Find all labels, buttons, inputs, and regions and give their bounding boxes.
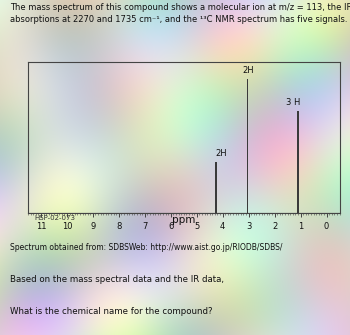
Text: What is the chemical name for the compound?: What is the chemical name for the compou… <box>10 307 213 316</box>
Text: 2H: 2H <box>215 149 227 158</box>
Text: ppm: ppm <box>172 214 195 224</box>
Bar <box>297 111 299 213</box>
Bar <box>215 162 217 213</box>
Text: 2H: 2H <box>243 66 254 75</box>
Text: HSP-02-073: HSP-02-073 <box>34 214 75 220</box>
Bar <box>246 79 248 213</box>
Text: 3 H: 3 H <box>286 98 301 107</box>
Text: Spectrum obtained from: SDBSWeb: http://www.aist.go.jp/RIODB/SDBS/: Spectrum obtained from: SDBSWeb: http://… <box>10 243 283 252</box>
Text: Based on the mass spectral data and the IR data,: Based on the mass spectral data and the … <box>10 275 224 284</box>
Text: The mass spectrum of this compound shows a molecular ion at m/z = 113, the IR sp: The mass spectrum of this compound shows… <box>10 3 350 24</box>
